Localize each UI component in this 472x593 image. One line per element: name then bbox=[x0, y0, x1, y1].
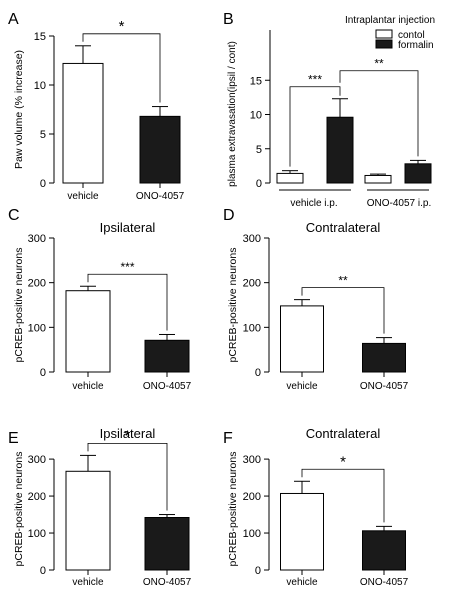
legend-swatch-contol bbox=[375, 29, 393, 39]
y-tick-label-F: 0 bbox=[255, 565, 261, 577]
bar-F-0 bbox=[280, 492, 324, 571]
y-axis-label-F: pCREB-positive neurons bbox=[227, 452, 239, 567]
legend-swatch-formalin bbox=[375, 39, 393, 49]
significance-bracket-B-0 bbox=[289, 86, 341, 167]
significance-label-B-0: *** bbox=[308, 73, 322, 87]
significance-label-A: * bbox=[119, 18, 125, 35]
bar-B-formalin-1 bbox=[404, 163, 432, 184]
y-axis-label-E: pCREB-positive neurons bbox=[13, 452, 25, 567]
bar-C-0 bbox=[65, 290, 111, 373]
panel-title-F: Contralateral bbox=[306, 426, 381, 441]
x-tick-label-A: vehicle bbox=[67, 191, 99, 202]
panel-letter-D: D bbox=[223, 207, 235, 224]
x-tick-label-A: ONO-4057 bbox=[136, 191, 185, 202]
panel-title-E: Ipsilateral bbox=[100, 426, 156, 441]
y-tick-label-E: 0 bbox=[40, 565, 46, 577]
bar-B-contol-1 bbox=[364, 174, 392, 184]
y-tick-label-E: 200 bbox=[28, 491, 46, 503]
y-tick-label-B: 10 bbox=[250, 110, 262, 122]
y-tick-label-B: 15 bbox=[250, 75, 262, 87]
y-tick-label-D: 200 bbox=[243, 278, 261, 290]
legend-label-formalin: formalin bbox=[398, 40, 434, 51]
y-tick-label-A: 5 bbox=[40, 129, 46, 141]
x-tick-label-E: ONO-4057 bbox=[143, 577, 192, 588]
significance-label-E: * bbox=[125, 427, 131, 444]
y-tick-label-A: 0 bbox=[40, 178, 46, 190]
y-tick-label-C: 100 bbox=[28, 322, 46, 334]
bar-A-0 bbox=[62, 62, 104, 184]
y-tick-label-C: 200 bbox=[28, 278, 46, 290]
y-tick-label-F: 200 bbox=[243, 491, 261, 503]
x-group-label-B-0: vehicle i.p. bbox=[290, 198, 337, 209]
significance-bracket-C bbox=[87, 273, 168, 331]
y-tick-label-A: 15 bbox=[34, 31, 46, 43]
x-tick-label-C: ONO-4057 bbox=[143, 381, 192, 392]
bar-D-0 bbox=[280, 305, 324, 373]
y-tick-label-F: 100 bbox=[243, 528, 261, 540]
significance-label-B-1: ** bbox=[374, 57, 384, 71]
panel-letter-F: F bbox=[223, 430, 233, 447]
x-tick-label-D: ONO-4057 bbox=[360, 381, 409, 392]
y-tick-label-C: 0 bbox=[40, 367, 46, 379]
bar-C-1 bbox=[144, 339, 190, 373]
panel-letter-C: C bbox=[8, 207, 20, 224]
x-tick-label-C: vehicle bbox=[72, 381, 104, 392]
y-tick-label-D: 0 bbox=[255, 367, 261, 379]
y-tick-label-D: 100 bbox=[243, 322, 261, 334]
significance-label-D: ** bbox=[338, 274, 348, 288]
y-tick-label-E: 300 bbox=[28, 454, 46, 466]
panel-letter-B: B bbox=[223, 11, 234, 28]
significance-bracket-A bbox=[82, 33, 161, 103]
y-axis-label-A: Paw volume (% increase) bbox=[13, 50, 25, 169]
x-tick-label-D: vehicle bbox=[286, 381, 318, 392]
y-tick-label-E: 100 bbox=[28, 528, 46, 540]
bar-B-formalin-0 bbox=[326, 116, 354, 184]
y-tick-label-A: 10 bbox=[34, 80, 46, 92]
y-tick-label-B: 5 bbox=[256, 144, 262, 156]
significance-bracket-B-1 bbox=[339, 70, 419, 157]
x-group-label-B-1: ONO-4057 i.p. bbox=[367, 198, 431, 209]
y-axis-label-C: pCREB-positive neurons bbox=[13, 248, 25, 363]
panel-title-D: Contralateral bbox=[306, 220, 381, 235]
y-axis-label-D: pCREB-positive neurons bbox=[227, 248, 239, 363]
bar-F-1 bbox=[362, 530, 406, 571]
panel-letter-E: E bbox=[8, 430, 19, 447]
bar-A-1 bbox=[139, 115, 181, 184]
significance-bracket-E bbox=[87, 442, 168, 511]
y-tick-label-D: 300 bbox=[243, 233, 261, 245]
x-tick-label-E: vehicle bbox=[72, 577, 104, 588]
bar-E-0 bbox=[65, 470, 111, 571]
significance-bracket-F bbox=[301, 468, 385, 523]
y-tick-label-C: 300 bbox=[28, 233, 46, 245]
significance-label-C: *** bbox=[120, 260, 134, 274]
y-axis-label-B: plasma extravasation(ipsil / cont) bbox=[227, 41, 238, 187]
x-tick-label-F: vehicle bbox=[286, 577, 318, 588]
legend-title-B: Intraplantar injection bbox=[345, 15, 435, 26]
y-tick-label-B: 0 bbox=[256, 178, 262, 190]
panel-letter-A: A bbox=[8, 11, 19, 28]
bar-B-contol-0 bbox=[276, 172, 304, 184]
y-tick-label-F: 300 bbox=[243, 454, 261, 466]
panel-title-C: Ipsilateral bbox=[100, 220, 156, 235]
significance-bracket-D bbox=[301, 287, 385, 334]
legend-label-contol: contol bbox=[398, 30, 425, 41]
significance-label-F: * bbox=[340, 453, 346, 470]
x-tick-label-F: ONO-4057 bbox=[360, 577, 409, 588]
bar-E-1 bbox=[144, 517, 190, 571]
bar-D-1 bbox=[362, 342, 406, 373]
